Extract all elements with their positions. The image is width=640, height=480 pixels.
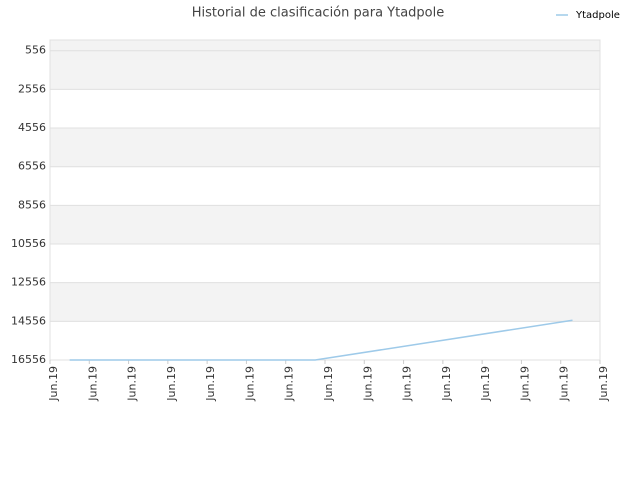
x-tick-label: Jun.19 [597, 366, 610, 402]
y-tick-label: 8556 [18, 198, 46, 211]
x-tick-label: Jun.19 [440, 366, 453, 402]
grid-band [50, 128, 600, 167]
grid-band [50, 205, 600, 245]
grid-band [50, 40, 600, 90]
y-tick-label: 4556 [18, 121, 46, 134]
legend-label: Ytadpole [575, 10, 620, 21]
x-tick-label: Jun.19 [558, 366, 571, 402]
grid-band [50, 321, 600, 360]
y-tick-label: 2556 [18, 82, 46, 95]
x-tick-label: Jun.19 [165, 366, 178, 402]
x-tick-label: Jun.19 [283, 366, 296, 402]
x-tick-label: Jun.19 [361, 366, 374, 402]
grid-band [50, 89, 600, 129]
x-tick-label: Jun.19 [47, 366, 60, 402]
x-tick-label: Jun.19 [401, 366, 414, 402]
y-tick-label: 16556 [11, 353, 46, 366]
chart-title: Historial de clasificación para Ytadpole [192, 6, 445, 21]
grid-band [50, 282, 600, 322]
x-tick-label: Jun.19 [126, 366, 139, 402]
x-tick-label: Jun.19 [322, 366, 335, 402]
grid-band [50, 244, 600, 283]
series-line [69, 319, 573, 361]
x-tick-label: Jun.19 [204, 366, 217, 402]
grid-band [50, 166, 600, 206]
x-tick-label: Jun.19 [518, 366, 531, 402]
y-tick-label: 556 [25, 44, 46, 57]
y-tick-label: 6556 [18, 160, 46, 173]
x-tick-label: Jun.19 [479, 366, 492, 402]
y-tick-label: 10556 [11, 237, 46, 250]
x-tick-label: Jun.19 [86, 366, 99, 402]
y-tick-label: 12556 [11, 276, 46, 289]
y-tick-label: 14556 [11, 314, 46, 327]
x-tick-label: Jun.19 [243, 366, 256, 402]
